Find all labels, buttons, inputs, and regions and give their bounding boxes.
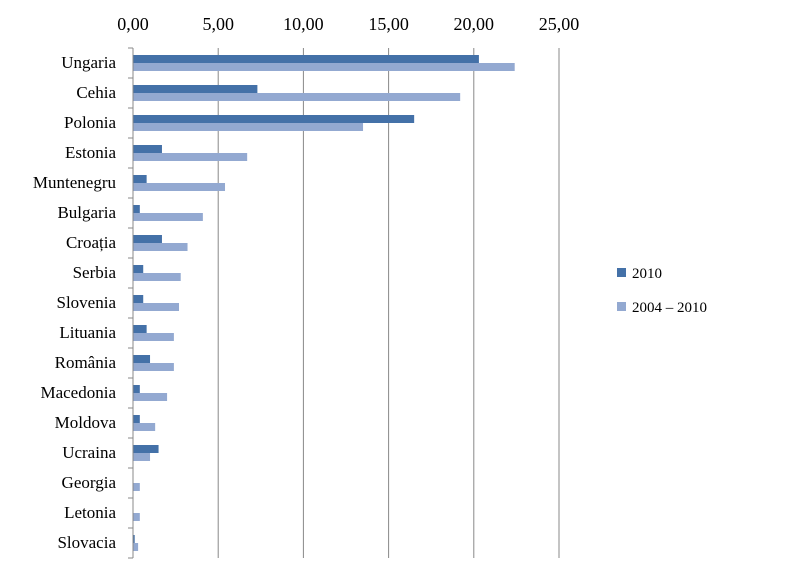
legend: 2010 2004 – 2010 [617,266,707,316]
bar-series-1 [133,55,479,63]
bar-series-2 [133,513,140,521]
bar-series-1 [133,325,147,333]
category-label: Bulgaria [57,203,116,222]
bar-series-2 [133,153,248,161]
bar-series-2 [133,93,461,101]
category-label: Cehia [76,83,116,102]
x-axis-tick-labels: 0,00 5,00 10,00 15,00 20,00 25,00 [117,14,579,34]
bar-series-2 [133,543,139,551]
category-label: Letonia [64,503,116,522]
bar-series-1 [133,145,162,153]
legend-label: 2010 [632,266,662,282]
bar-series-2 [133,213,203,221]
x-tick-label: 15,00 [368,14,409,34]
x-tick-label: 0,00 [117,14,149,34]
category-label: Slovacia [57,533,116,552]
bar-series-1 [133,235,162,243]
bar-series-1 [133,85,258,93]
x-tick-label: 20,00 [454,14,495,34]
bar-series-2 [133,363,174,371]
bar-series-2 [133,123,364,131]
category-label: Polonia [64,113,116,132]
bar-series-2 [133,423,156,431]
bar-series-2 [133,63,515,71]
bar-series-1 [133,355,151,363]
category-label: Ucraina [62,443,116,462]
category-label: Croația [66,233,116,252]
bar-series-1 [133,535,135,543]
x-tick-label: 10,00 [283,14,324,34]
bar-series-2 [133,393,168,401]
bars [133,55,515,551]
bar-series-2 [133,453,151,461]
category-label: Estonia [65,143,116,162]
axes [128,47,134,559]
category-label: Georgia [62,473,117,492]
bar-series-1 [133,445,159,453]
x-tick-label: 25,00 [539,14,580,34]
bar-series-2 [133,333,174,341]
bar-series-2 [133,303,180,311]
category-label: Ungaria [61,53,116,72]
bar-series-1 [133,415,140,423]
x-tick-label: 5,00 [202,14,234,34]
legend-swatch [617,268,626,277]
bar-series-2 [133,183,226,191]
category-label: Muntenegru [33,173,117,192]
bar-series-1 [133,175,147,183]
bar-series-1 [133,205,140,213]
legend-label: 2004 – 2010 [632,300,707,316]
category-label: Lituania [59,323,116,342]
category-label: Serbia [73,263,117,282]
y-axis-category-labels: Ungaria Cehia Polonia Estonia Muntenegru Bulg… [33,53,117,552]
bar-series-1 [133,115,415,123]
legend-swatch [617,302,626,311]
category-label: Slovenia [57,293,117,312]
bar-series-2 [133,243,188,251]
category-label: România [55,353,117,372]
gridlines [217,48,560,558]
bar-series-1 [133,385,140,393]
category-label: Macedonia [40,383,116,402]
category-label: Moldova [55,413,117,432]
bar-series-1 [133,265,144,273]
bar-series-2 [133,273,181,281]
bar-series-1 [133,295,144,303]
bar-series-2 [133,483,140,491]
